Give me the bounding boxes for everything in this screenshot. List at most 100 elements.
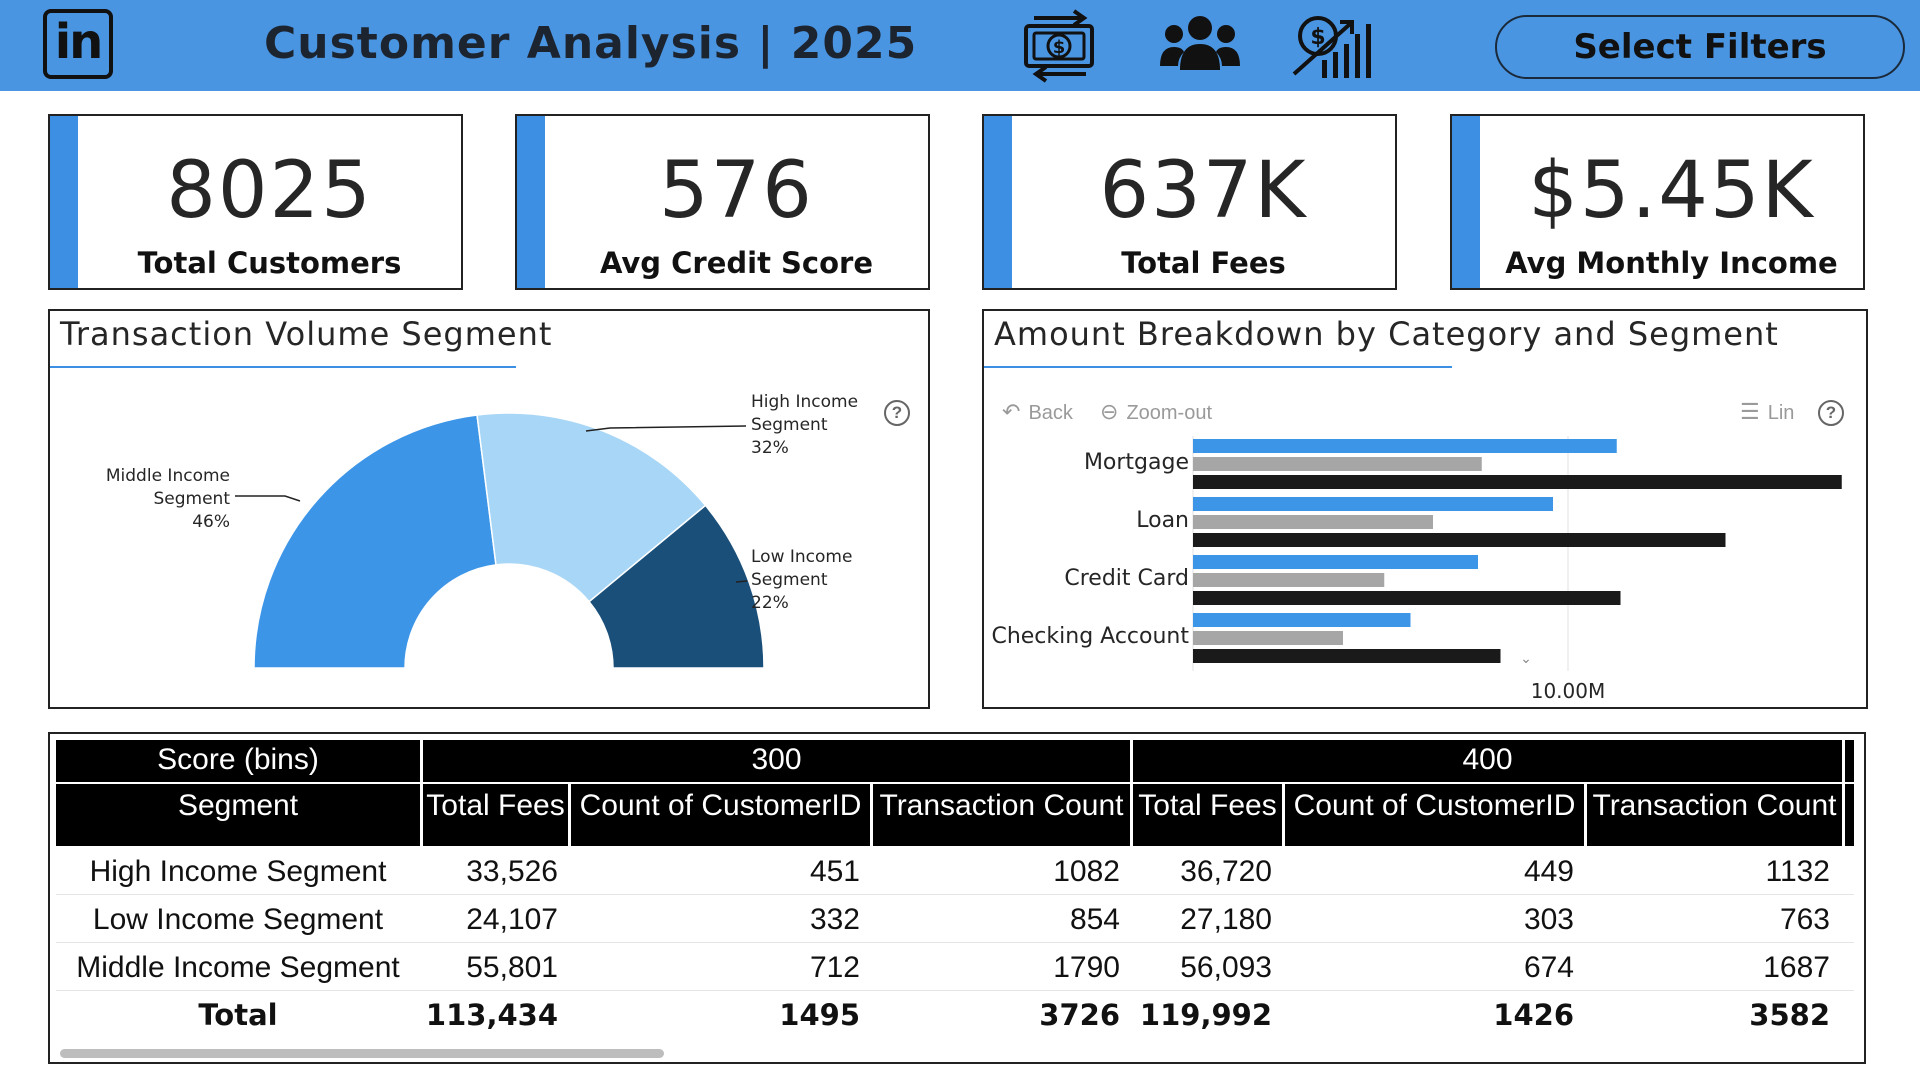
label-low-income-pct: 22% (751, 593, 789, 613)
zoom-out-label: Zoom-out (1126, 402, 1213, 424)
column-header-total-fees[interactable]: Total Fees (420, 784, 568, 846)
bar-credit-card-series-3[interactable] (1193, 591, 1621, 605)
kpi-label: Avg Credit Score (599, 246, 874, 280)
score-matrix-table: Score (bins) 300 400 Segment Total Fees … (48, 732, 1866, 1064)
leader-line (585, 425, 747, 432)
kpi-card-avg-credit-score: 576 Avg Credit Score (515, 114, 930, 290)
customers-group-icon[interactable] (1158, 14, 1242, 76)
leader-line (735, 580, 748, 583)
kpi-label: Avg Monthly Income (1505, 246, 1838, 280)
bar-mortgage-series-3[interactable] (1193, 475, 1842, 489)
total-cell: 3582 (1749, 998, 1830, 1032)
bar-loan-series-2[interactable] (1193, 515, 1433, 529)
svg-text:$: $ (1053, 37, 1066, 58)
category-label: Mortgage (1084, 450, 1189, 475)
total-cell: 1426 (1493, 998, 1574, 1032)
title-underline (984, 366, 1452, 368)
zoom-out-button[interactable]: ⊖ Zoom-out (1100, 399, 1212, 425)
bar-credit-card-series-2[interactable] (1193, 573, 1385, 587)
kpi-card-total-customers: 8025 Total Customers (48, 114, 463, 290)
help-icon[interactable]: ? (1818, 400, 1844, 426)
column-header-count-customerid[interactable]: Count of CustomerID (1282, 784, 1584, 846)
score-bins-header[interactable]: Score (bins) (157, 743, 319, 776)
back-arrow-icon: ↶ (1002, 399, 1021, 424)
bar-mortgage-series-1[interactable] (1193, 439, 1617, 453)
money-exchange-icon[interactable]: $ (1020, 8, 1100, 84)
bar-loan-series-3[interactable] (1193, 533, 1726, 547)
column-header-count-customerid[interactable]: Count of CustomerID (568, 784, 870, 846)
column-header-transaction-count[interactable]: Transaction Count (1584, 784, 1842, 846)
panel-title: Amount Breakdown by Category and Segment (994, 315, 1779, 353)
column-header-overflow (1842, 784, 1854, 846)
total-label: Total (198, 998, 278, 1032)
value-cell: 674 (1523, 951, 1574, 984)
kpi-label: Total Customers (137, 246, 402, 280)
value-cell: 451 (809, 855, 860, 888)
table-row[interactable]: Low Income Segment 24,107 332 854 27,180… (56, 896, 1854, 943)
donut-slice-middle-income-segment[interactable] (253, 414, 497, 669)
bar-mortgage-series-2[interactable] (1193, 457, 1482, 471)
value-cell: 1790 (1053, 951, 1120, 984)
category-label: Checking Account (991, 624, 1189, 649)
group-header-overflow (1842, 740, 1854, 782)
value-cell: 55,801 (466, 951, 558, 984)
category-label: Loan (1136, 508, 1189, 533)
horizontal-scrollbar[interactable] (60, 1049, 664, 1058)
bar-checking-account-series-3[interactable] (1193, 649, 1501, 663)
donut-slice-high-income-segment[interactable] (476, 412, 707, 603)
segment-header[interactable]: Segment (177, 789, 299, 822)
label-middle-income-line1: Middle Income (106, 466, 230, 486)
group-header-400[interactable]: 400 (1130, 740, 1842, 782)
total-cell: 3726 (1039, 998, 1120, 1032)
linear-scale-button[interactable]: ☰ Lin (1740, 399, 1794, 425)
label-high-income-pct: 32% (751, 438, 789, 458)
donut-slice-low-income-segment[interactable] (588, 504, 765, 669)
value-cell: 36,720 (1180, 855, 1272, 888)
header-row-score-bins: Score (bins) 300 400 (56, 740, 1854, 782)
bar-loan-series-1[interactable] (1193, 497, 1553, 511)
value-cell: 763 (1779, 903, 1830, 936)
svg-text:$: $ (1310, 25, 1325, 50)
x-tick-label: 10.00M (1531, 679, 1606, 703)
kpi-value: $5.45K (1528, 146, 1815, 236)
transaction-volume-panel: Transaction Volume Segment ? Middle Inco… (48, 309, 930, 709)
bar-checking-account-series-2[interactable] (1193, 631, 1343, 645)
value-cell: 1132 (1765, 855, 1830, 888)
label-high-income-line2: Segment (751, 415, 828, 435)
column-header-total-fees[interactable]: Total Fees (1130, 784, 1282, 846)
segment-cell: Low Income Segment (92, 903, 384, 936)
chevron-down-icon[interactable]: ⌄ (1520, 650, 1532, 666)
value-cell: 24,107 (466, 903, 558, 936)
lin-label: Lin (1767, 402, 1795, 424)
value-cell: 33,526 (466, 855, 558, 888)
bar-credit-card-series-1[interactable] (1193, 555, 1478, 569)
value-cell: 56,093 (1180, 951, 1272, 984)
table-row[interactable]: High Income Segment 33,526 451 1082 36,7… (56, 848, 1854, 895)
column-header-transaction-count[interactable]: Transaction Count (870, 784, 1130, 846)
back-label: Back (1028, 402, 1073, 424)
total-cell: 119,992 (1139, 998, 1272, 1032)
list-icon: ☰ (1740, 399, 1760, 424)
value-cell: 303 (1523, 903, 1574, 936)
segment-cell: High Income Segment (89, 855, 387, 888)
kpi-label: Total Fees (1121, 246, 1286, 280)
value-cell: 1687 (1763, 951, 1830, 984)
revenue-growth-icon[interactable]: $ (1288, 10, 1382, 82)
table-row[interactable]: Middle Income Segment 55,801 712 1790 56… (56, 944, 1854, 991)
select-filters-button[interactable]: Select Filters (1495, 15, 1905, 79)
group-header-300[interactable]: 300 (420, 740, 1130, 782)
total-row[interactable]: Total 113,434 1495 3726 119,992 1426 358… (56, 992, 1854, 1039)
value-cell: 27,180 (1180, 903, 1272, 936)
top-banner: in Customer Analysis | 2025 $ $ Select F… (0, 0, 1920, 91)
help-icon[interactable]: ? (884, 400, 910, 426)
linkedin-logo[interactable]: in (43, 9, 113, 79)
label-low-income-line2: Segment (751, 570, 828, 590)
kpi-value: 576 (659, 146, 814, 236)
title-underline (50, 366, 516, 368)
back-button[interactable]: ↶ Back (1002, 399, 1073, 425)
panel-title: Transaction Volume Segment (60, 315, 553, 353)
bar-checking-account-series-1[interactable] (1193, 613, 1411, 627)
amount-breakdown-panel: Amount Breakdown by Category and Segment… (982, 309, 1868, 709)
header-row-columns: Segment Total Fees Count of CustomerID T… (56, 784, 1854, 846)
